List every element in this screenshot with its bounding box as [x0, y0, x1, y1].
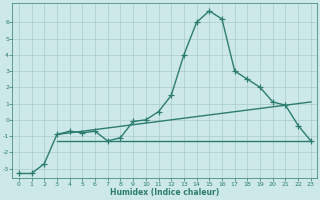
X-axis label: Humidex (Indice chaleur): Humidex (Indice chaleur)	[110, 188, 220, 197]
